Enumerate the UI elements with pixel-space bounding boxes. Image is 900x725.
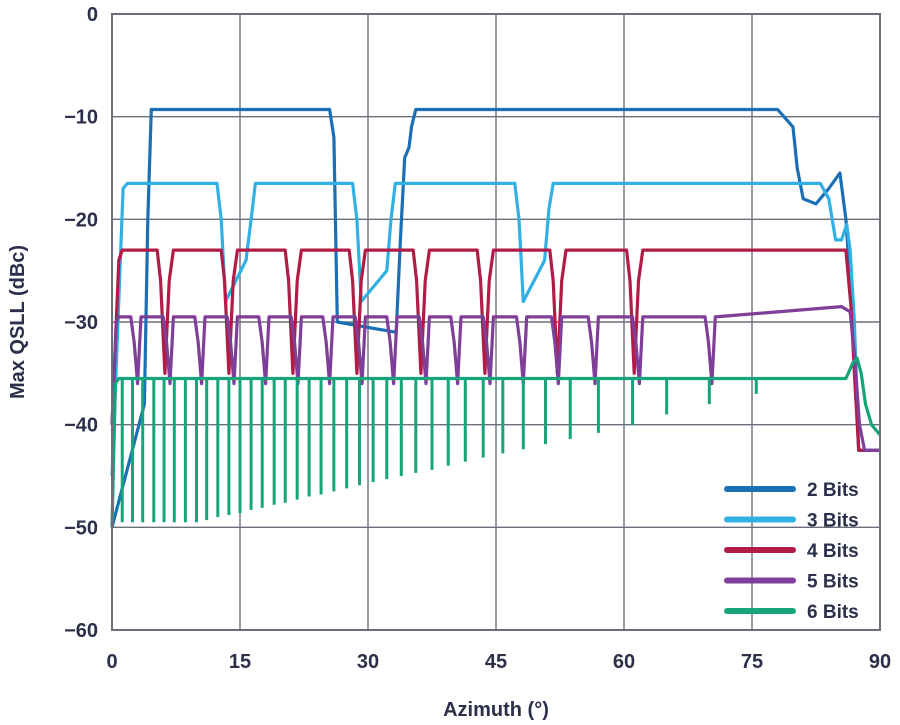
tick-layer: 0 15 30 45 60 75 90 0 −10 −20 −30 −40 −50 −60: [64, 4, 891, 673]
legend-label: 5 Bits: [807, 572, 859, 593]
plot-frame: [111, 13, 881, 631]
x-axis-title: Azimuth (°): [443, 699, 549, 721]
y-tick-label: −30: [64, 312, 98, 334]
x-tick-label: 75: [741, 651, 763, 673]
legend-label: 4 Bits: [807, 541, 859, 562]
legend: 2 Bits 3 Bits 4 Bits 5 Bits 6 Bits: [724, 480, 859, 623]
y-tick-label: −50: [64, 517, 98, 539]
y-tick-label: −40: [64, 415, 98, 437]
series-line: [110, 356, 882, 528]
y-tick-label: −60: [64, 620, 98, 642]
y-tick-label: −10: [64, 107, 98, 129]
legend-label: 6 Bits: [807, 602, 859, 623]
x-tick-label: 30: [357, 651, 379, 673]
y-tick-label: −20: [64, 209, 98, 231]
x-tick-label: 60: [613, 651, 635, 673]
x-tick-label: 90: [869, 651, 891, 673]
y-axis-title: Max QSLL (dBc): [7, 245, 29, 399]
x-tick-label: 15: [229, 651, 251, 673]
x-tick-label: 45: [485, 651, 507, 673]
series-line: [110, 248, 880, 452]
legend-label: 2 Bits: [807, 480, 859, 501]
y-tick-label: 0: [87, 4, 98, 26]
series-layer: [110, 107, 882, 528]
series-line: [110, 305, 880, 452]
x-tick-label: 0: [106, 651, 117, 673]
legend-label: 3 Bits: [807, 511, 859, 532]
